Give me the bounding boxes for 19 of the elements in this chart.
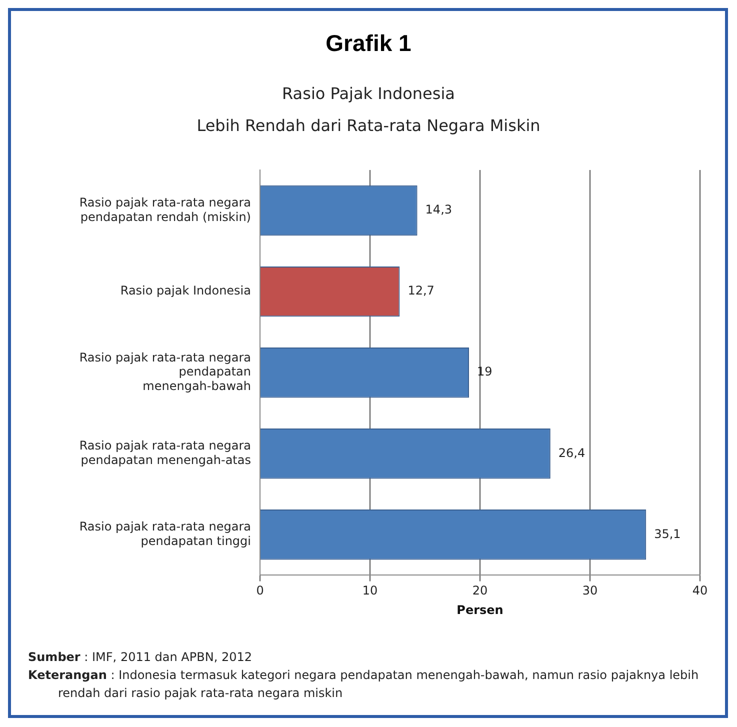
- y-tick-label: Rasio pajak rata-rata negara pendapatan rendah (miskin): [79, 195, 251, 224]
- y-tick-label: Rasio pajak rata-rata negara pendapatan menengah-atas: [79, 438, 251, 467]
- x-tick-label: 10: [362, 584, 378, 598]
- chart-subtitle: Rasio Pajak Indonesia Lebih Rendah dari Rata-rata Negara Miskin: [196, 83, 542, 137]
- data-label: 26,4: [558, 446, 586, 460]
- y-tick-label: Rasio pajak rata-rata negara pendapatan menengah-bawah: [79, 350, 251, 394]
- x-tick-label: 40: [692, 584, 708, 598]
- y-tick-label: Rasio pajak rata-rata negara pendapatan tinggi: [79, 520, 251, 548]
- data-label: 14,3: [425, 202, 452, 217]
- x-tick-label: 30: [582, 584, 598, 598]
- data-label: 35,1: [654, 526, 681, 541]
- text: Sumber : IMF, 2011 dan APBN, 2012: [28, 649, 254, 666]
- y-tick-label: Rasio pajak Indonesia: [120, 284, 251, 298]
- x-axis-title: Persen: [456, 602, 504, 617]
- x-tick-label: 20: [472, 584, 488, 598]
- chart-title: Grafik 1: [324, 30, 412, 57]
- x-tick-label: 0: [256, 584, 264, 598]
- text: Keterangan : Indonesia termasuk kategori negara pendapatan menengah-bawah, namun rasio pajaknya lebih rendah dari rasio pajak rata-rata negara miskin: [28, 667, 700, 702]
- data-label: 12,7: [408, 284, 434, 298]
